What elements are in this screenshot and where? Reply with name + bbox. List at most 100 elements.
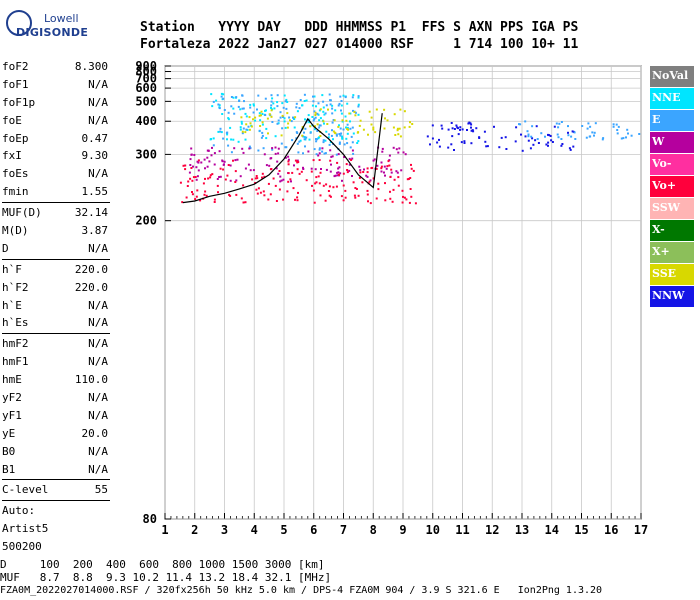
echo-point bbox=[461, 128, 464, 131]
param-row: foF1p N/A bbox=[2, 94, 110, 112]
echo-point bbox=[389, 197, 392, 200]
echo-point bbox=[293, 126, 296, 129]
echo-point bbox=[346, 126, 349, 129]
echo-point bbox=[321, 150, 324, 153]
echo-point bbox=[285, 98, 288, 101]
echo-point bbox=[316, 130, 319, 132]
echo-point bbox=[401, 189, 404, 192]
echo-point bbox=[358, 124, 361, 127]
echo-point bbox=[251, 178, 254, 181]
y-tick-label: 700 bbox=[135, 72, 157, 86]
echo-point bbox=[312, 95, 314, 98]
echo-point bbox=[544, 135, 546, 138]
echo-point bbox=[344, 115, 347, 118]
echo-point bbox=[276, 94, 279, 97]
echo-point bbox=[281, 127, 284, 130]
echo-point bbox=[352, 94, 355, 97]
echo-point bbox=[230, 105, 233, 108]
echo-point bbox=[221, 113, 224, 115]
echo-point bbox=[594, 122, 597, 125]
echo-point bbox=[375, 197, 378, 200]
echo-point bbox=[527, 139, 530, 142]
echo-point bbox=[402, 195, 404, 198]
echo-point bbox=[319, 135, 322, 137]
echo-cluster-e bbox=[212, 93, 360, 156]
echo-point bbox=[227, 164, 230, 166]
param-name: yF2 bbox=[2, 391, 22, 405]
echo-point bbox=[388, 154, 391, 157]
echo-point bbox=[263, 153, 266, 156]
echo-point bbox=[338, 141, 341, 144]
echo-point bbox=[369, 202, 372, 205]
logo-line2: DIGISONDE bbox=[16, 26, 89, 39]
echo-point bbox=[471, 129, 474, 132]
echo-point bbox=[527, 133, 530, 136]
echo-point bbox=[325, 168, 328, 171]
echo-point bbox=[260, 110, 263, 113]
echo-point bbox=[344, 96, 347, 99]
echo-point bbox=[274, 135, 277, 138]
echo-point bbox=[204, 190, 207, 193]
echo-point bbox=[388, 164, 391, 167]
echo-point bbox=[475, 127, 478, 130]
echo-point bbox=[315, 176, 318, 179]
legend-item-nne: NNE bbox=[650, 87, 694, 109]
echo-point bbox=[296, 142, 299, 145]
scaled-trace-line bbox=[182, 113, 383, 204]
echo-point bbox=[319, 124, 322, 127]
echo-point bbox=[311, 184, 313, 187]
echo-point bbox=[258, 114, 261, 117]
param-name: D bbox=[2, 241, 9, 255]
echo-point bbox=[612, 125, 615, 128]
echo-point bbox=[267, 132, 269, 135]
echo-point bbox=[332, 130, 335, 133]
echo-point bbox=[270, 100, 273, 103]
echo-point bbox=[441, 127, 444, 130]
echo-point bbox=[398, 127, 401, 130]
echo-point bbox=[203, 193, 206, 196]
echo-point bbox=[526, 130, 529, 133]
echo-point bbox=[191, 191, 193, 193]
echo-point bbox=[265, 164, 268, 167]
echo-point bbox=[340, 100, 343, 102]
echo-point bbox=[243, 100, 245, 103]
echo-point bbox=[372, 126, 375, 129]
echo-point bbox=[222, 93, 225, 96]
echo-point bbox=[267, 182, 270, 185]
echo-point bbox=[340, 109, 342, 112]
echo-point bbox=[341, 179, 343, 182]
echo-point bbox=[290, 180, 292, 183]
echo-point bbox=[504, 136, 507, 139]
echo-point bbox=[317, 175, 320, 178]
echo-point bbox=[228, 193, 231, 196]
echo-point bbox=[560, 121, 563, 123]
x-tick-label: 2 bbox=[191, 523, 198, 537]
echo-point bbox=[290, 120, 293, 123]
echo-point bbox=[213, 201, 216, 203]
echo-point bbox=[348, 169, 351, 172]
param-value: 110.0 bbox=[74, 373, 108, 387]
param-value: N/A bbox=[88, 408, 108, 422]
echo-point bbox=[319, 194, 322, 197]
echo-point bbox=[386, 119, 389, 122]
echo-point bbox=[408, 125, 411, 128]
legend-item-x: X- bbox=[650, 219, 694, 241]
echo-point bbox=[283, 94, 286, 97]
echo-point bbox=[234, 170, 237, 173]
echo-point bbox=[194, 176, 197, 178]
echo-point bbox=[283, 117, 286, 120]
echo-point bbox=[272, 102, 275, 105]
param-row: 500200 bbox=[2, 538, 110, 556]
echo-point bbox=[271, 147, 274, 150]
echo-point bbox=[240, 120, 243, 123]
param-value: 8.300 bbox=[74, 60, 108, 73]
legend-item-vo: Vo+ bbox=[650, 175, 694, 197]
echo-point bbox=[348, 112, 351, 115]
echo-point bbox=[274, 146, 277, 149]
echo-point bbox=[191, 179, 194, 182]
echo-point bbox=[230, 151, 233, 154]
echo-point bbox=[246, 128, 249, 131]
echo-point bbox=[184, 164, 187, 167]
echo-point bbox=[248, 128, 251, 131]
